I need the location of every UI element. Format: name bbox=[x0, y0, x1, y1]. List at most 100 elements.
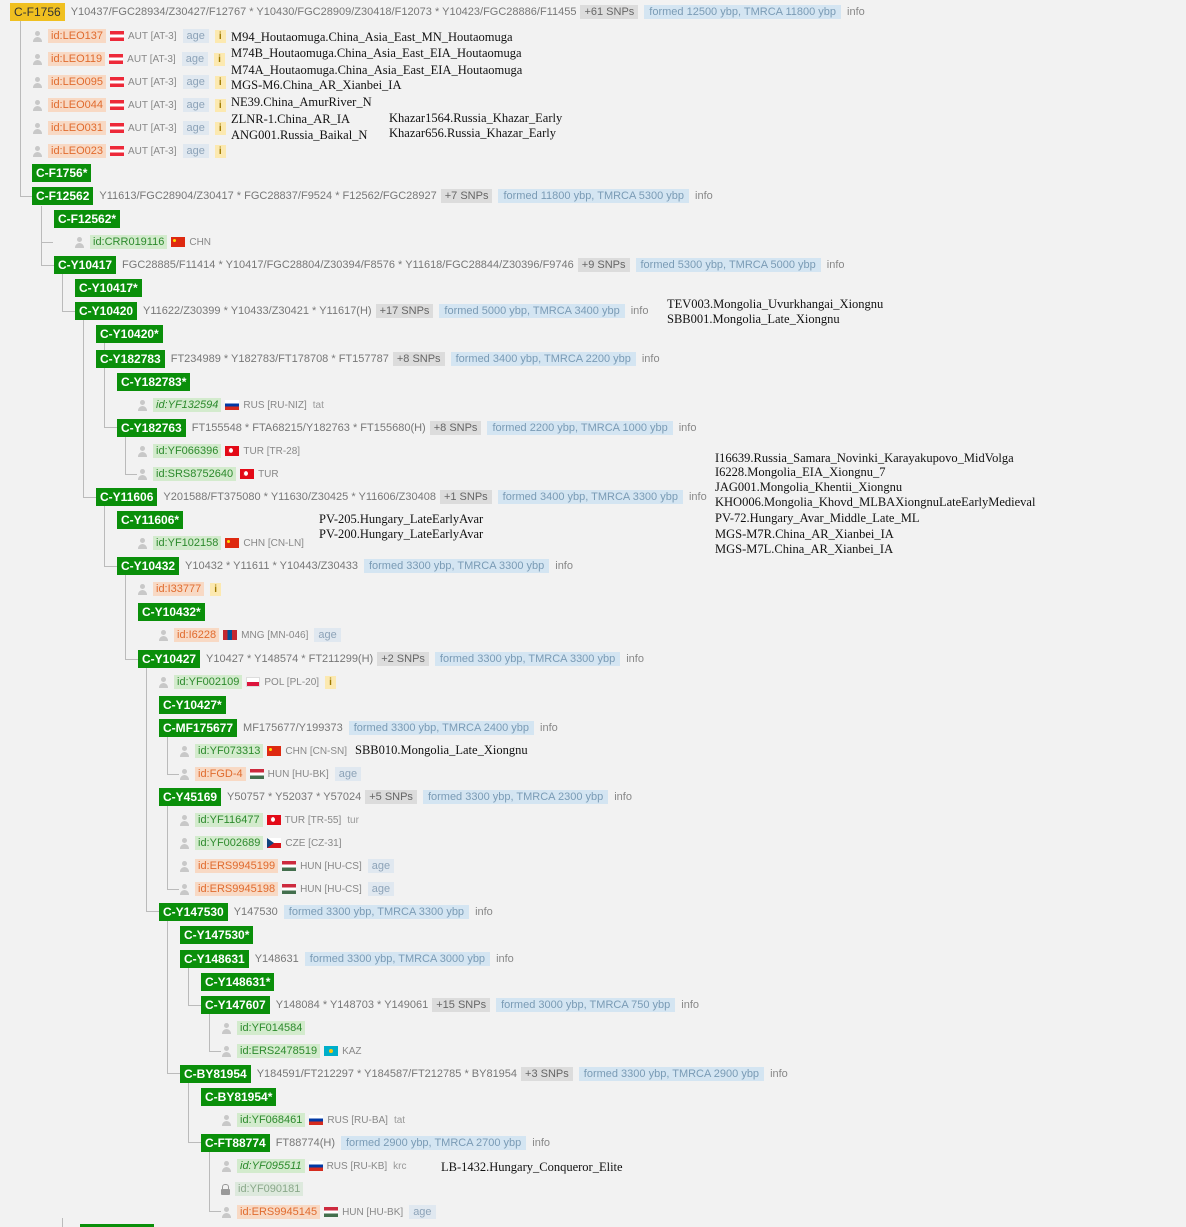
info-link[interactable]: info bbox=[532, 1137, 551, 1149]
haplogroup-node-button[interactable]: C-Y10432 bbox=[117, 557, 180, 575]
haplogroup-node-button[interactable]: C-Y11606 bbox=[96, 488, 158, 506]
age-badge[interactable]: age bbox=[409, 1205, 436, 1219]
info-badge[interactable]: i bbox=[214, 75, 226, 89]
sample-id-link[interactable]: id:ERS9945145 bbox=[237, 1205, 321, 1219]
sample-id-link[interactable]: id:I6228 bbox=[174, 628, 220, 642]
haplogroup-node-button[interactable]: C-FT88774 bbox=[201, 1134, 270, 1152]
age-badge[interactable]: age bbox=[182, 144, 209, 158]
haplogroup-node-button[interactable]: C-Y10427 bbox=[138, 650, 201, 668]
info-link[interactable]: info bbox=[475, 906, 493, 918]
more-snps-badge[interactable]: +61 SNPs bbox=[580, 5, 639, 19]
more-snps-badge[interactable]: +7 SNPs bbox=[440, 189, 493, 203]
haplogroup-node-button[interactable]: C-Y10417* bbox=[75, 279, 142, 297]
sample-id-link[interactable]: id:ERS9945198 bbox=[195, 882, 279, 896]
sample-id-link[interactable]: id:FGD-4 bbox=[195, 767, 246, 781]
sample-id-link[interactable]: id:LEO095 bbox=[48, 75, 106, 89]
sample-id-link[interactable]: id:SRS8752640 bbox=[153, 467, 237, 481]
info-link[interactable]: info bbox=[695, 190, 713, 202]
haplogroup-node-button[interactable]: C-Y147607 bbox=[201, 996, 270, 1014]
sample-id-link[interactable]: id:YF073313 bbox=[195, 744, 264, 758]
info-badge[interactable]: i bbox=[214, 52, 225, 66]
more-snps-badge[interactable]: +3 SNPs bbox=[521, 1067, 573, 1081]
haplogroup-node-button[interactable]: C-F1756 bbox=[10, 3, 65, 21]
haplogroup-node-button[interactable]: C-F12562 bbox=[32, 187, 94, 205]
haplogroup-node-button[interactable]: C-Y182783* bbox=[117, 373, 191, 391]
sample-id-link[interactable]: id:YF068461 bbox=[237, 1113, 306, 1127]
info-link[interactable]: info bbox=[614, 791, 632, 803]
more-snps-badge[interactable]: +17 SNPs bbox=[375, 304, 434, 318]
sample-id-link[interactable]: id:YF014584 bbox=[237, 1021, 306, 1035]
info-link[interactable]: info bbox=[847, 6, 865, 18]
more-snps-badge[interactable]: +5 SNPs bbox=[365, 790, 417, 804]
sample-id-link[interactable]: id:LEO137 bbox=[48, 29, 106, 43]
info-badge[interactable]: i bbox=[214, 121, 226, 135]
sample-id-link[interactable]: id:LEO044 bbox=[48, 98, 106, 112]
info-link[interactable]: info bbox=[540, 722, 558, 734]
info-link[interactable]: info bbox=[630, 305, 649, 317]
sample-id-link[interactable]: id:LEO023 bbox=[48, 144, 106, 158]
sample-id-link[interactable]: id:ERS2478519 bbox=[237, 1044, 321, 1058]
haplogroup-node-button[interactable]: C-F1756* bbox=[32, 164, 92, 182]
more-snps-badge[interactable]: +15 SNPs bbox=[432, 998, 491, 1012]
haplogroup-node-button[interactable]: C-BY81954 bbox=[180, 1065, 251, 1083]
age-badge[interactable]: age bbox=[182, 98, 209, 112]
age-badge[interactable]: age bbox=[182, 121, 209, 135]
age-badge[interactable]: age bbox=[367, 859, 395, 873]
info-link[interactable]: info bbox=[770, 1068, 788, 1080]
sample-id-link[interactable]: id:YF132594 bbox=[153, 398, 222, 412]
age-badge[interactable]: age bbox=[181, 52, 209, 66]
haplogroup-node-button[interactable]: C-Y10420* bbox=[96, 325, 163, 343]
info-badge[interactable]: i bbox=[214, 98, 226, 112]
more-snps-badge[interactable]: +1 SNPs bbox=[439, 490, 492, 504]
age-badge[interactable]: age bbox=[334, 767, 362, 781]
info-link[interactable]: info bbox=[681, 999, 700, 1011]
age-badge[interactable]: age bbox=[314, 628, 341, 642]
info-badge[interactable]: i bbox=[210, 582, 222, 596]
sample-id-link[interactable]: id:ERS9945199 bbox=[195, 859, 279, 873]
haplogroup-node-partial[interactable] bbox=[80, 1224, 154, 1227]
haplogroup-node-button[interactable]: C-BY81954* bbox=[201, 1088, 277, 1106]
more-snps-badge[interactable]: +2 SNPs bbox=[377, 652, 429, 666]
age-badge[interactable]: age bbox=[182, 75, 209, 89]
haplogroup-node-button[interactable]: C-Y10432* bbox=[138, 603, 205, 621]
sample-id-link[interactable]: id:YF102158 bbox=[153, 536, 222, 550]
haplogroup-node-button[interactable]: C-MF175677 bbox=[159, 719, 238, 737]
sample-id-link[interactable]: id:YF095511 bbox=[237, 1159, 305, 1173]
sample-id-link[interactable]: id:YF066396 bbox=[153, 444, 222, 458]
sample-id-link[interactable]: id:LEO031 bbox=[48, 121, 106, 135]
info-link[interactable]: info bbox=[555, 560, 573, 572]
haplogroup-node-button[interactable]: C-Y45169 bbox=[159, 788, 222, 806]
more-snps-badge[interactable]: +8 SNPs bbox=[429, 421, 482, 435]
age-badge[interactable]: age bbox=[367, 882, 395, 896]
sample-id-link[interactable]: id:YF002689 bbox=[195, 836, 264, 850]
sample-id-link[interactable]: id:CRR019116 bbox=[90, 235, 168, 249]
age-badge[interactable]: age bbox=[182, 29, 209, 43]
more-snps-badge[interactable]: +9 SNPs bbox=[577, 258, 630, 272]
more-snps-badge[interactable]: +8 SNPs bbox=[392, 352, 445, 366]
info-link[interactable]: info bbox=[496, 953, 514, 965]
haplogroup-node-button[interactable]: C-Y147530* bbox=[180, 926, 254, 944]
sample-id-link[interactable]: id:YF090181 bbox=[235, 1182, 304, 1196]
haplogroup-node-button[interactable]: C-Y11606* bbox=[117, 511, 184, 529]
sample-id-link[interactable]: id:YF002109 bbox=[174, 675, 243, 689]
haplogroup-node-button[interactable]: C-Y10420 bbox=[75, 302, 138, 320]
sample-id-link[interactable]: id:LEO119 bbox=[48, 52, 106, 66]
info-link[interactable]: info bbox=[826, 259, 845, 271]
haplogroup-node-button[interactable]: C-Y148631 bbox=[180, 950, 249, 968]
info-badge[interactable]: i bbox=[214, 29, 226, 43]
haplogroup-node-button[interactable]: C-Y148631* bbox=[201, 973, 275, 991]
info-link[interactable]: info bbox=[641, 353, 660, 365]
info-link[interactable]: info bbox=[626, 653, 644, 665]
haplogroup-node-button[interactable]: C-Y147530 bbox=[159, 903, 228, 921]
sample-id-link[interactable]: id:YF116477 bbox=[195, 813, 263, 827]
haplogroup-node-button[interactable]: C-Y182783 bbox=[96, 350, 165, 368]
haplogroup-node-button[interactable]: C-Y10427* bbox=[159, 696, 226, 714]
sample-id-link[interactable]: id:I33777 bbox=[153, 582, 205, 596]
info-link[interactable]: info bbox=[688, 491, 707, 503]
haplogroup-node-button[interactable]: C-Y10417 bbox=[54, 256, 117, 274]
info-badge[interactable]: i bbox=[214, 144, 226, 158]
info-badge[interactable]: i bbox=[325, 675, 336, 689]
haplogroup-node-button[interactable]: C-F12562* bbox=[54, 210, 121, 228]
haplogroup-node-button[interactable]: C-Y182763 bbox=[117, 419, 186, 437]
info-link[interactable]: info bbox=[678, 422, 697, 434]
